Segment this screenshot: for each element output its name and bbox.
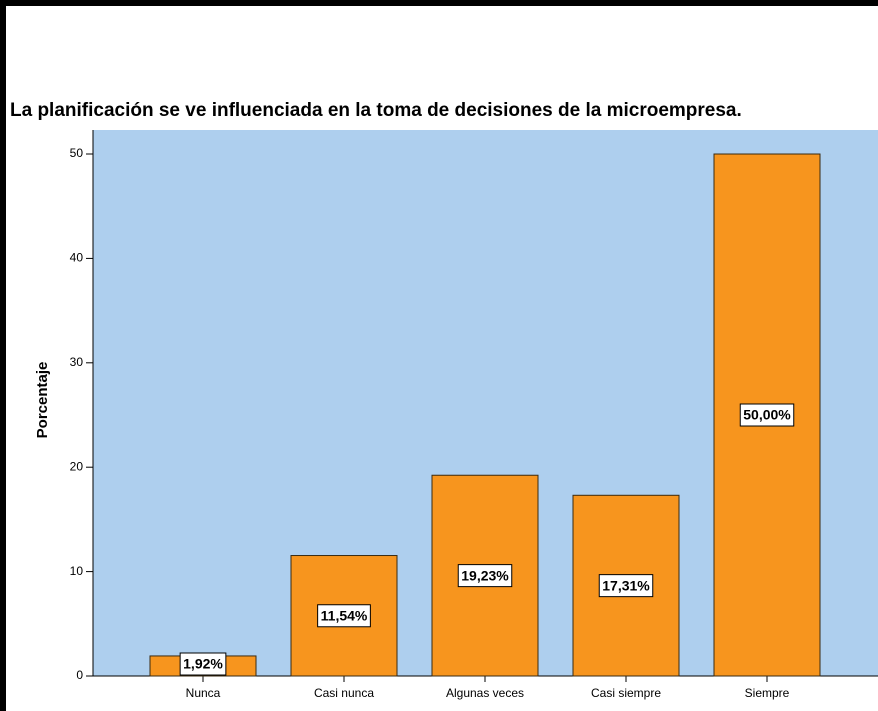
value-label: 11,54% [321, 607, 368, 623]
y-tick-label: 20 [70, 459, 84, 473]
chart-title: La planificación se ve influenciada en l… [10, 100, 742, 121]
x-tick-label: Casi nunca [314, 686, 374, 700]
value-label-box [457, 564, 513, 588]
x-tick-label: Siempre [745, 686, 790, 700]
value-label-box [179, 652, 227, 676]
y-axis-label: Porcentaje [34, 362, 51, 439]
y-tick-label: 30 [70, 355, 84, 369]
x-tick-label: Casi siempre [591, 686, 661, 700]
value-label: 50,00% [743, 407, 791, 423]
border-top [0, 0, 878, 6]
y-tick-label: 40 [70, 251, 84, 265]
value-label: 19,23% [461, 567, 509, 583]
y-tick-label: 10 [70, 564, 84, 578]
y-tick-label: 50 [70, 146, 84, 160]
x-tick-label: Algunas veces [446, 686, 524, 700]
value-label-box [317, 604, 371, 628]
border-left [0, 0, 6, 711]
value-label: 17,31% [602, 577, 650, 593]
value-label-box [739, 403, 795, 427]
y-tick-label: 0 [76, 668, 83, 682]
value-label-box [598, 574, 654, 598]
x-tick-label: Nunca [186, 686, 221, 700]
value-label: 1,92% [183, 656, 223, 672]
